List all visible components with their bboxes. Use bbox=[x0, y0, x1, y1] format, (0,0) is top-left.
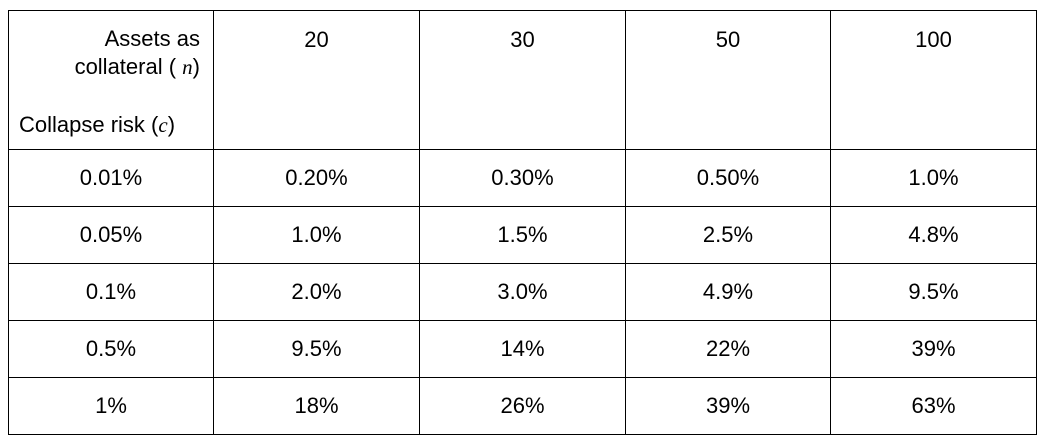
table-cell: 4.9% bbox=[625, 263, 831, 321]
header-row: Assets as collateral ( n) Collapse risk … bbox=[8, 10, 1037, 150]
table-container: Assets as collateral ( n) Collapse risk … bbox=[8, 10, 1037, 435]
table-cell: 4.8% bbox=[830, 206, 1037, 264]
table-row: 0.05% 1.0% 1.5% 2.5% 4.8% bbox=[8, 206, 1037, 264]
columns-label-line2: collateral ( bbox=[74, 54, 177, 79]
columns-axis-label: Assets as collateral ( n) bbox=[75, 25, 200, 81]
table-cell: 1.5% bbox=[419, 206, 626, 264]
corner-header-cell: Assets as collateral ( n) Collapse risk … bbox=[8, 10, 214, 150]
table-row: 0.1% 2.0% 3.0% 4.9% 9.5% bbox=[8, 263, 1037, 321]
table-cell: 14% bbox=[419, 320, 626, 378]
table-cell: 22% bbox=[625, 320, 831, 378]
row-label: 0.01% bbox=[8, 149, 214, 207]
table-cell: 0.30% bbox=[419, 149, 626, 207]
columns-label-line1: Assets as bbox=[104, 26, 200, 51]
table-cell: 39% bbox=[830, 320, 1037, 378]
table-cell: 0.50% bbox=[625, 149, 831, 207]
table-row: 0.01% 0.20% 0.30% 0.50% 1.0% bbox=[8, 149, 1037, 207]
table-row: 0.5% 9.5% 14% 22% 39% bbox=[8, 320, 1037, 378]
row-label: 1% bbox=[8, 377, 214, 435]
table-cell: 63% bbox=[830, 377, 1037, 435]
table-cell: 1.0% bbox=[213, 206, 420, 264]
rows-axis-label: Collapse risk (c) bbox=[19, 112, 175, 138]
column-header: 100 bbox=[830, 10, 1037, 150]
rows-label-close: ) bbox=[167, 112, 176, 137]
table-cell: 26% bbox=[419, 377, 626, 435]
table-cell: 39% bbox=[625, 377, 831, 435]
table-cell: 3.0% bbox=[419, 263, 626, 321]
table-cell: 18% bbox=[213, 377, 420, 435]
collateral-risk-table: Assets as collateral ( n) Collapse risk … bbox=[8, 10, 1037, 435]
column-header: 20 bbox=[213, 10, 420, 150]
column-header: 30 bbox=[419, 10, 626, 150]
rows-variable: c bbox=[158, 113, 168, 137]
rows-label-text: Collapse risk ( bbox=[19, 112, 159, 137]
column-header: 50 bbox=[625, 10, 831, 150]
row-label: 0.05% bbox=[8, 206, 214, 264]
table-cell: 9.5% bbox=[213, 320, 420, 378]
table-cell: 2.5% bbox=[625, 206, 831, 264]
columns-variable: n bbox=[182, 55, 193, 79]
row-label: 0.5% bbox=[8, 320, 214, 378]
columns-label-close: ) bbox=[192, 54, 200, 79]
table-cell: 1.0% bbox=[830, 149, 1037, 207]
table-cell: 2.0% bbox=[213, 263, 420, 321]
table-cell: 0.20% bbox=[213, 149, 420, 207]
row-label: 0.1% bbox=[8, 263, 214, 321]
table-cell: 9.5% bbox=[830, 263, 1037, 321]
table-row: 1% 18% 26% 39% 63% bbox=[8, 377, 1037, 435]
